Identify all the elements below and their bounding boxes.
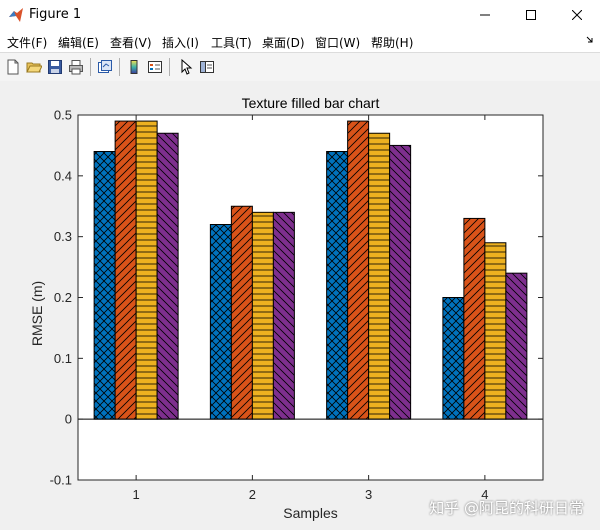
bar-sample-1-series-2: [114, 120, 137, 420]
bar-sample-4-series-1: [442, 297, 465, 420]
y-tick-label: 0.5: [54, 108, 72, 123]
property-editor-icon[interactable]: [197, 57, 217, 77]
bar-sample-2-series-3: [251, 211, 274, 420]
menu-file[interactable]: 文件(F): [7, 36, 48, 50]
menu-insert[interactable]: 插入(I): [162, 36, 199, 50]
bar-chart: -0.1 0 0.1 0.2 0.3 0.4 0.5 1 2 3 4 Texture filled …: [29, 95, 544, 521]
bar-sample-2-series-4: [272, 211, 295, 420]
bar-sample-1-series-3: [135, 120, 158, 420]
print-icon[interactable]: [66, 57, 86, 77]
ticks-layer: -0.1 0 0.1 0.2 0.3 0.4 0.5 1 2 3 4: [50, 108, 543, 502]
x-tick-label: 1: [133, 487, 140, 502]
x-tick-label: 4: [481, 487, 488, 502]
toolbar-separator: [119, 58, 120, 76]
figure-toolbar: [0, 52, 600, 82]
x-tick-label: 2: [249, 487, 256, 502]
toolbar-separator: [90, 58, 91, 76]
bar-sample-3-series-3: [368, 132, 391, 420]
maximize-icon: [526, 10, 536, 20]
x-axis-label: Samples: [283, 505, 337, 521]
bar-sample-2-series-1: [209, 224, 232, 420]
menu-desktop[interactable]: 桌面(D): [262, 36, 305, 50]
menu-tools[interactable]: 工具(T): [211, 36, 252, 50]
insert-colorbar-icon[interactable]: [124, 57, 144, 77]
menu-help[interactable]: 帮助(H): [371, 36, 414, 50]
chart-title: Texture filled bar chart: [242, 95, 380, 111]
menu-edit[interactable]: 编辑(E): [58, 36, 99, 50]
y-tick-label: 0: [65, 412, 72, 427]
y-tick-label: 0.1: [54, 351, 72, 366]
toolbar-separator: [169, 58, 170, 76]
bar-sample-4-series-3: [484, 242, 507, 420]
bar-sample-1-series-4: [156, 132, 179, 420]
minimize-button[interactable]: [462, 0, 508, 30]
title-bar: Figure 1: [0, 0, 600, 31]
bar-sample-2-series-2: [230, 205, 253, 420]
minimize-icon: [480, 10, 490, 20]
y-tick-label: 0.3: [54, 229, 72, 244]
x-tick-label: 3: [365, 487, 372, 502]
close-button[interactable]: [554, 0, 600, 30]
watermark: 知乎 @阿昆的科研日常: [429, 499, 584, 517]
save-icon[interactable]: [45, 57, 65, 77]
menu-bar: 文件(F) 编辑(E) 查看(V) 插入(I) 工具(T) 桌面(D) 窗口(W…: [0, 30, 600, 52]
y-tick-label: 0.2: [54, 290, 72, 305]
figure-canvas: -0.1 0 0.1 0.2 0.3 0.4 0.5 1 2 3 4 Texture filled …: [0, 81, 600, 530]
bar-sample-4-series-2: [463, 217, 486, 420]
close-icon: [572, 10, 582, 20]
bar-sample-3-series-4: [389, 144, 412, 420]
y-tick-label: -0.1: [50, 473, 72, 488]
new-figure-icon[interactable]: [3, 57, 23, 77]
bar-sample-4-series-4: [505, 272, 528, 420]
bar-sample-3-series-1: [326, 151, 349, 420]
window-title: Figure 1: [29, 7, 82, 22]
insert-legend-icon[interactable]: [145, 57, 165, 77]
bar-sample-1-series-1: [93, 151, 116, 420]
pointer-icon[interactable]: [176, 57, 196, 77]
matlab-icon: [8, 7, 24, 23]
bars-layer: [93, 120, 528, 420]
menu-dock-arrow-icon[interactable]: [586, 36, 594, 47]
link-plot-icon[interactable]: [95, 57, 115, 77]
y-axis-label: RMSE (m): [29, 281, 45, 346]
menu-view[interactable]: 查看(V): [110, 36, 152, 50]
maximize-button[interactable]: [508, 0, 554, 30]
y-tick-label: 0.4: [54, 168, 72, 183]
menu-window[interactable]: 窗口(W): [315, 36, 361, 50]
bar-sample-3-series-2: [347, 120, 370, 420]
open-file-icon[interactable]: [24, 57, 44, 77]
